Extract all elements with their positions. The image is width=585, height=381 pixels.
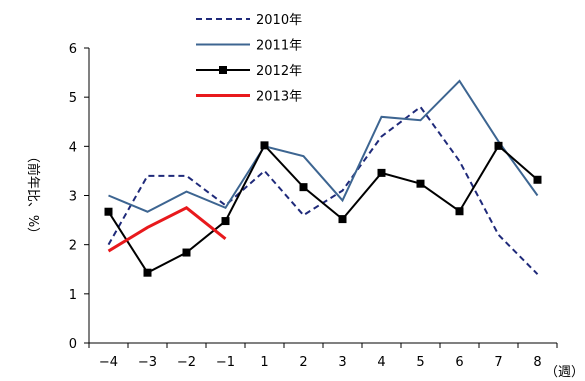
axes xyxy=(88,48,557,344)
data-point-marker xyxy=(104,207,113,216)
series-line-0 xyxy=(107,105,539,275)
x-tick-label: 6 xyxy=(455,355,463,370)
y-tick-label: 3 xyxy=(69,190,77,205)
data-point-marker xyxy=(533,175,542,184)
x-tick-label: −3 xyxy=(138,355,157,370)
data-point-marker xyxy=(221,217,230,226)
legend-label: 2012年 xyxy=(256,64,302,79)
legend: 2010年 2011年 2012年 2013年 xyxy=(196,13,302,105)
data-point-marker xyxy=(377,168,386,177)
series-layer xyxy=(104,79,542,277)
x-tick-label: 8 xyxy=(533,355,541,370)
data-point-marker xyxy=(494,141,503,150)
series-line-2 xyxy=(107,143,539,274)
x-tick-label: 7 xyxy=(494,355,502,370)
x-tick-label: 3 xyxy=(338,355,346,370)
legend-label: 2010年 xyxy=(256,13,302,28)
y-ticks: 0 1 2 3 4 5 6 xyxy=(69,42,89,352)
data-point-marker xyxy=(455,207,464,216)
data-point-marker xyxy=(338,215,347,224)
data-point-marker xyxy=(143,268,152,277)
x-tick-label: 1 xyxy=(260,355,268,370)
x-ticks: −4 −3 −2 −1 1 2 3 4 5 6 7 8 xyxy=(88,343,558,370)
series-line-1 xyxy=(108,79,539,213)
x-tick-label: −1 xyxy=(216,355,235,370)
series-line-3 xyxy=(107,206,227,253)
y-tick-label: 1 xyxy=(69,288,77,303)
y-tick-label: 2 xyxy=(69,239,77,254)
legend-marker xyxy=(219,66,227,74)
x-tick-label: −2 xyxy=(177,355,196,370)
x-tick-label: −4 xyxy=(99,355,118,370)
y-tick-label: 0 xyxy=(69,337,77,352)
x-tick-label: 4 xyxy=(377,355,385,370)
data-point-marker xyxy=(299,183,308,192)
data-point-marker xyxy=(416,179,425,188)
y-tick-label: 5 xyxy=(69,91,77,106)
x-tick-label: 2 xyxy=(299,355,307,370)
data-point-marker xyxy=(182,248,191,257)
legend-label: 2013年 xyxy=(256,90,302,105)
y-tick-label: 4 xyxy=(69,140,77,155)
x-axis-label: （週） xyxy=(545,365,584,380)
y-axis-label: （前年比、%） xyxy=(25,150,41,240)
x-tick-label: 5 xyxy=(416,355,424,370)
y-tick-label: 6 xyxy=(69,42,77,57)
data-point-marker xyxy=(260,141,269,150)
legend-label: 2011年 xyxy=(256,39,302,54)
